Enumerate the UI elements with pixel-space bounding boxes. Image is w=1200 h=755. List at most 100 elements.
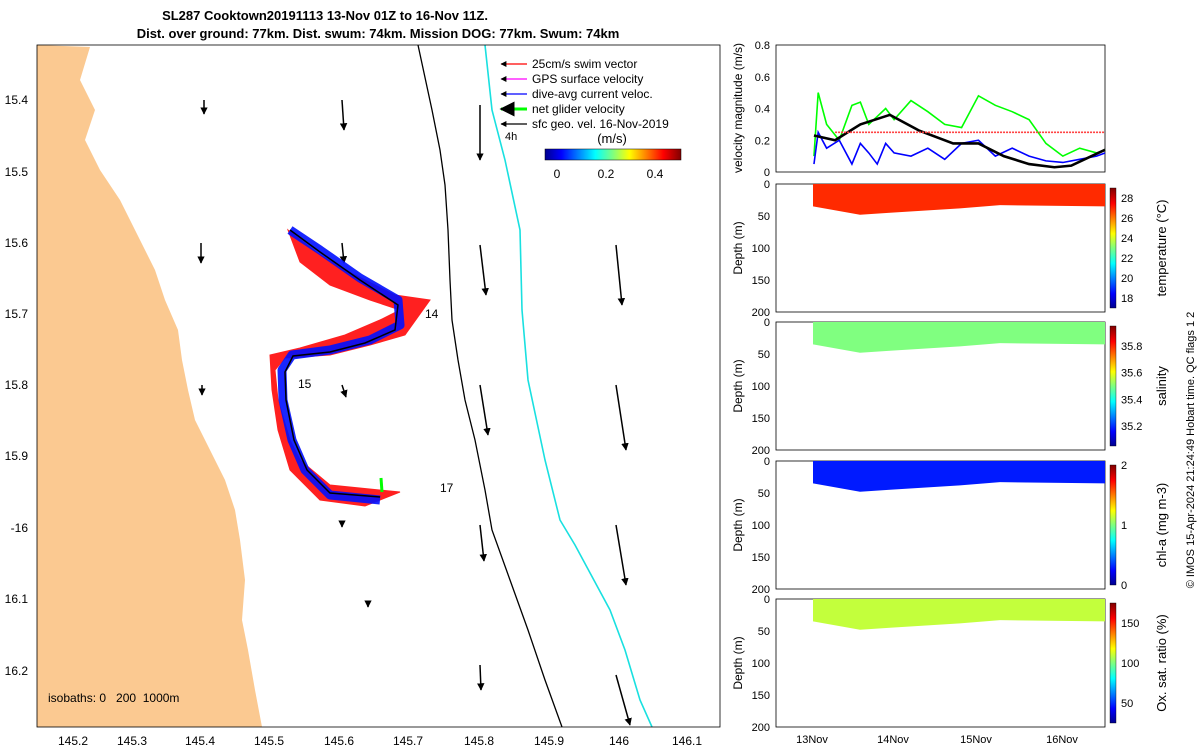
velocity-arrow (339, 242, 348, 264)
colorbar-tick: 2 (1121, 460, 1127, 472)
speed-colorbar-tick-1: 0.2 (598, 167, 615, 181)
colorbar-tick: 28 (1121, 193, 1133, 205)
colorbar-label: chl-a (mg m-3) (1154, 483, 1169, 568)
colorbar-tick: 0 (1121, 580, 1127, 592)
colorbar-tick: 35.4 (1121, 394, 1142, 406)
map-x-tick: 146 (609, 734, 629, 748)
map-y-ticks: 15.4 15.5 15.6 15.7 15.8 15.9 -16 16.1 16.2 (5, 93, 29, 678)
scale-label: 4h (505, 131, 517, 143)
colorbar-tick: 50 (1121, 698, 1133, 710)
velocity-y-tick: 0.4 (755, 104, 770, 116)
speed-colorbar (544, 148, 682, 161)
time-tick: 14Nov (877, 734, 909, 746)
velocity-series-line (813, 113, 1106, 169)
colorbar-title: (m/s) (597, 131, 627, 146)
velocity-arrow (615, 674, 632, 726)
velocity-arrow (479, 384, 491, 436)
velocity-y-tick: 0.2 (755, 135, 770, 147)
depth-tick: 0 (764, 179, 770, 191)
depth-tick: 0 (764, 317, 770, 329)
profile-data-field (813, 461, 1105, 492)
glider-track (284, 229, 399, 498)
velocity-arrow (615, 524, 629, 586)
day-label-15: 15 (298, 377, 312, 391)
legend-label: dive-avg current veloc. (532, 87, 653, 101)
colorbar-tick: 22 (1121, 253, 1133, 265)
time-tick: 15Nov (960, 734, 992, 746)
map-x-tick: 145.5 (254, 734, 284, 748)
depth-ylabel: Depth (m) (731, 221, 745, 274)
title-line-2: Dist. over ground: 77km. Dist. swum: 74k… (137, 26, 620, 41)
map-x-tick: 145.2 (58, 734, 88, 748)
map-y-tick: 16.2 (5, 664, 29, 678)
map-panel: 145.2 145.3 145.4 145.5 145.6 145.7 145.8 145.9… (5, 44, 721, 748)
day-label-14: 14 (425, 307, 439, 321)
velocity-arrow (615, 244, 626, 306)
profile-data-field (813, 184, 1105, 215)
isobath-200 (417, 45, 563, 727)
profile-data-field (813, 322, 1105, 353)
velocity-arrow (479, 524, 487, 562)
map-y-tick: 16.1 (5, 592, 29, 606)
colorbar-tick: 35.2 (1121, 421, 1142, 433)
map-x-tick: 145.6 (324, 734, 354, 748)
colorbar-tick: 100 (1121, 658, 1139, 670)
surface-velocity-vectors (197, 99, 632, 726)
depth-tick: 200 (752, 722, 770, 734)
velocity-arrow (339, 99, 348, 131)
depth-tick: 50 (758, 626, 770, 638)
colorbar-tick: 20 (1121, 273, 1133, 285)
net-velocity-mark (379, 477, 384, 493)
depth-ylabel: Depth (m) (731, 498, 745, 551)
depth-tick: 50 (758, 211, 770, 223)
legend-label: net glider velocity (532, 102, 625, 116)
legend-label: sfc geo. vel. 16-Nov-2019 (532, 117, 669, 131)
velocity-arrow (476, 664, 485, 691)
map-x-ticks: 145.2 145.3 145.4 145.5 145.6 145.7 145.8 145.9… (58, 734, 702, 748)
isobaths-label: isobaths: 0 200 1000m (48, 691, 179, 705)
map-y-tick: 15.8 (5, 378, 29, 392)
depth-tick: 100 (752, 658, 770, 670)
colorbar-tick: 150 (1121, 618, 1139, 630)
title-line-1: SL287 Cooktown20191113 13-Nov 01Z to 16-… (162, 8, 488, 23)
glider-track-blue (277, 226, 405, 505)
depth-tick: 200 (752, 307, 770, 319)
isobath-1000 (484, 45, 653, 727)
map-x-tick: 145.9 (534, 734, 564, 748)
land (37, 45, 262, 727)
map-x-tick: 145.3 (117, 734, 147, 748)
velocity-panel: 0 0.2 0.4 0.6 0.8 velocity magnitude (m/s) (731, 40, 1106, 179)
profile-colorbar (1109, 187, 1117, 309)
map-x-tick: 145.8 (464, 734, 494, 748)
depth-tick: 50 (758, 488, 770, 500)
depth-tick: 50 (758, 349, 770, 361)
speed-colorbar-tick-2: 0.4 (647, 167, 664, 181)
legend-label: GPS surface velocity (532, 72, 643, 86)
depth-tick: 200 (752, 445, 770, 457)
depth-tick: 0 (764, 594, 770, 606)
colorbar-tick: 26 (1121, 213, 1133, 225)
velocity-y-tick: 0 (764, 167, 770, 179)
colorbar-tick: 35.6 (1121, 368, 1142, 380)
depth-tick: 0 (764, 456, 770, 468)
day-label-17: 17 (440, 481, 454, 495)
colorbar-tick: 18 (1121, 293, 1133, 305)
depth-tick: 150 (752, 552, 770, 564)
velocity-series-line (813, 92, 1106, 158)
velocity-arrow (479, 244, 489, 296)
velocity-y-tick: 0.8 (755, 40, 770, 52)
map-y-tick: 15.5 (5, 165, 29, 179)
map-x-tick: 145.4 (185, 734, 215, 748)
legend-label: 25cm/s swim vector (532, 57, 637, 71)
velocity-axes (775, 44, 1106, 173)
time-tick: 16Nov (1046, 734, 1078, 746)
depth-tick: 150 (752, 275, 770, 287)
imos-side-note: © IMOS 15-Apr-2024 21:24:49 Hobart time.… (1185, 312, 1197, 589)
map-x-tick: 146.1 (672, 734, 702, 748)
depth-ylabel: Depth (m) (731, 636, 745, 689)
map-y-tick: 15.9 (5, 449, 29, 463)
depth-tick: 150 (752, 413, 770, 425)
depth-tick: 150 (752, 690, 770, 702)
time-tick: 13Nov (796, 734, 828, 746)
